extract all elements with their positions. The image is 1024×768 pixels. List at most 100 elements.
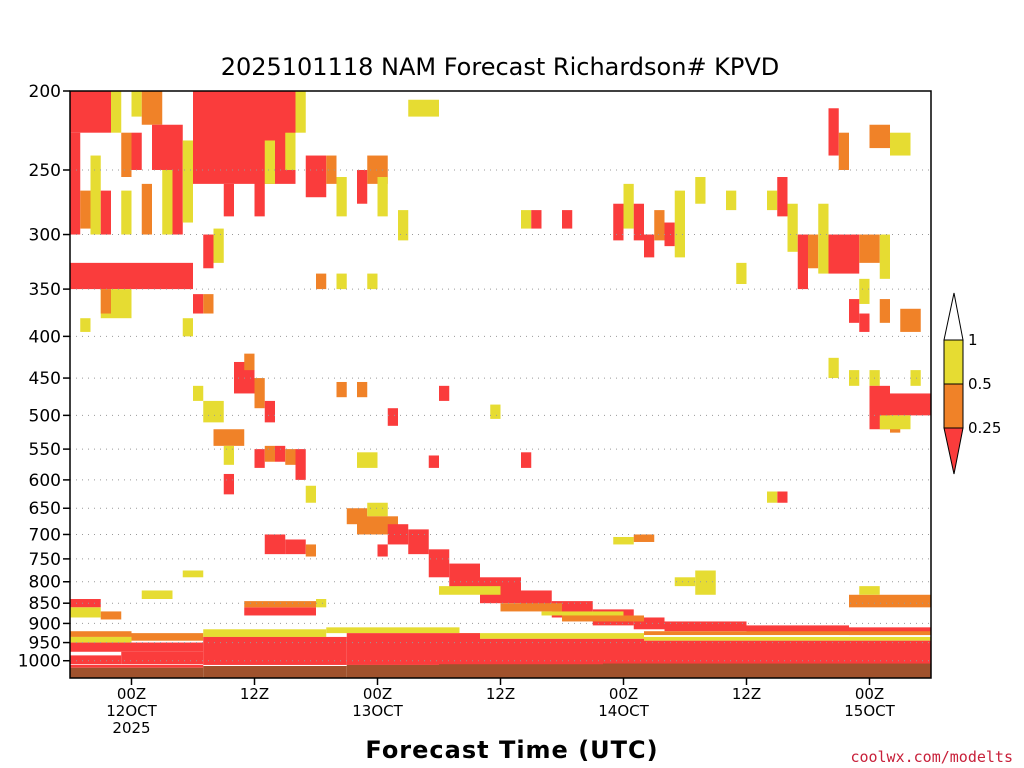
heatmap-cell	[70, 655, 122, 665]
colorbar-bin-above-1	[943, 292, 964, 341]
y-tick-label: 450	[29, 369, 61, 389]
heatmap-cell	[695, 570, 716, 595]
heatmap-cell	[254, 449, 265, 468]
x-tick-label: 00Z	[855, 685, 884, 703]
heatmap-cell	[80, 318, 91, 332]
heatmap-cell	[254, 177, 265, 217]
heatmap-cell	[428, 549, 450, 578]
y-tick-label: 300	[29, 226, 61, 246]
heatmap-cell	[316, 273, 327, 290]
heatmap-cell	[141, 91, 163, 125]
heatmap-cell	[131, 91, 142, 117]
heatmap-cell	[377, 544, 388, 557]
y-tick-label: 850	[29, 594, 61, 614]
heatmap-cell	[223, 473, 234, 495]
heatmap-cell	[828, 108, 839, 156]
x-tick-label: 00Z	[609, 685, 638, 703]
heatmap-cell	[264, 445, 275, 462]
x-tick-label: 00Z	[363, 685, 392, 703]
heatmap-cell	[285, 132, 296, 170]
heatmap-cell	[70, 607, 101, 618]
heatmap-cell	[859, 313, 870, 332]
heatmap-cell	[162, 169, 173, 235]
heatmap-cell	[674, 190, 685, 258]
heatmap-cell	[746, 625, 849, 634]
heatmap-cell	[244, 607, 316, 616]
heatmap-cell	[838, 132, 849, 170]
heatmap-cell	[767, 491, 778, 503]
heatmap-cell	[767, 190, 778, 211]
heatmap-cell	[182, 318, 193, 337]
y-tick-label: 750	[29, 550, 61, 570]
heatmap-cell	[398, 210, 409, 241]
heatmap-cell	[295, 449, 306, 480]
heatmap-cell	[623, 183, 634, 229]
heatmap-cell	[70, 636, 132, 643]
heatmap-cell	[90, 155, 101, 235]
heatmap-cell	[797, 234, 808, 290]
y-axis-ticks: 200 250 300 350 400 450 500 550 600 650 700 750 8008…	[18, 82, 70, 672]
heatmap-cell	[377, 177, 388, 217]
heatmap-cell	[562, 210, 573, 229]
heatmap-cell	[910, 370, 921, 386]
colorbar-tick-0.25: 0.25	[968, 419, 1001, 437]
heatmap-cell	[285, 449, 296, 465]
heatmap-cell	[818, 203, 829, 274]
heatmap-cell	[275, 445, 286, 462]
y-tick-label: 700	[29, 525, 61, 545]
heatmap-cell	[644, 631, 931, 636]
heatmap-cell	[70, 642, 204, 652]
heatmap-cell	[633, 203, 644, 241]
heatmap-cell	[336, 273, 347, 290]
heatmap-cell	[890, 132, 911, 156]
y-tick-label: 650	[29, 499, 61, 519]
heatmap-cell	[367, 273, 378, 290]
y-tick-label: 900	[29, 614, 61, 634]
heatmap-cell	[562, 615, 644, 622]
heatmap-cell	[521, 210, 532, 229]
heatmap-cell	[357, 381, 368, 398]
colorbar-legend: 1 0.5 0.25	[943, 292, 1001, 475]
heatmap-cell	[316, 599, 327, 608]
heatmap-cell	[849, 594, 931, 608]
heatmap-cell	[736, 262, 747, 285]
surface-terrain	[346, 664, 439, 678]
heatmap-cell	[131, 132, 142, 170]
heatmap-cell	[633, 534, 655, 542]
heatmap-cell	[305, 485, 316, 503]
heatmap-cell	[408, 529, 429, 555]
heatmap-cell	[357, 452, 378, 468]
heatmap-cell	[193, 91, 296, 184]
heatmap-cell	[869, 124, 890, 149]
heatmap-cell	[121, 132, 132, 178]
colorbar-bin-below-0.25	[943, 427, 964, 475]
heatmap-cell	[203, 629, 327, 637]
x-tick-label: 12Z	[732, 685, 761, 703]
x-tick-label: 14OCT	[598, 702, 649, 720]
heatmap-cell	[111, 91, 122, 133]
heatmap-cell	[70, 599, 101, 608]
heatmap-cell	[336, 177, 347, 217]
heatmap-cell	[264, 140, 275, 184]
heatmap-cell	[305, 544, 316, 557]
x-tick-label: 15OCT	[844, 702, 895, 720]
heatmap-cell	[664, 621, 747, 632]
heatmap-cell	[849, 627, 931, 636]
heatmap-cell	[326, 155, 337, 184]
heatmap-cells	[70, 91, 931, 678]
heatmap-cell	[541, 611, 624, 616]
heatmap-cell	[408, 99, 439, 117]
y-tick-label: 200	[29, 82, 61, 102]
heatmap-cell	[890, 393, 931, 416]
x-tick-label: 13OCT	[352, 702, 403, 720]
heatmap-cell	[223, 445, 234, 465]
colorbar-tick-0.5: 0.5	[968, 375, 992, 393]
colorbar-bin-0.25-0.5	[943, 383, 964, 429]
heatmap-cell	[439, 586, 501, 595]
credit-link[interactable]: coolwx.com/modelts	[850, 748, 1013, 766]
y-tick-label: 950	[29, 634, 61, 654]
y-tick-label: 800	[29, 573, 61, 593]
y-tick-label: 400	[29, 327, 61, 347]
heatmap-cell	[357, 169, 368, 204]
